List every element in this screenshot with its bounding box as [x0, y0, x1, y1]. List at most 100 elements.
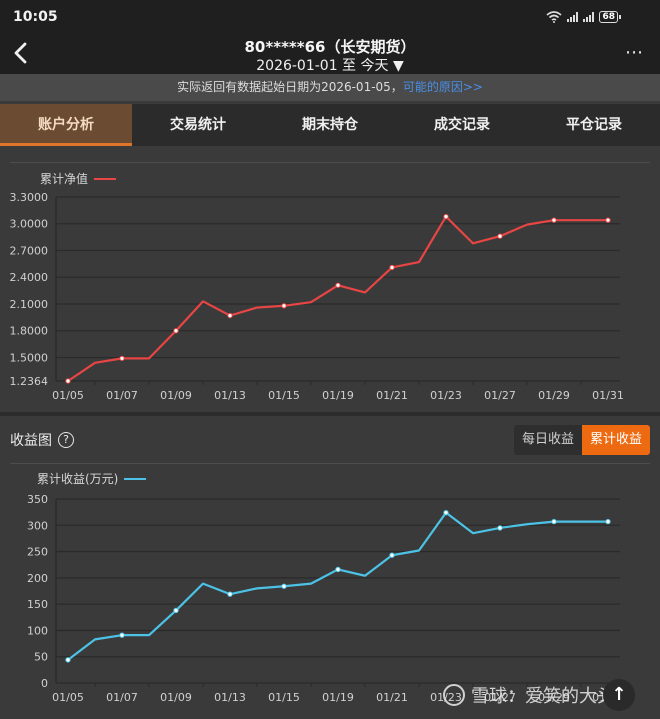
y-tick-label: 350 — [27, 493, 48, 506]
y-tick-label: 1.5000 — [10, 351, 49, 364]
chevron-left-icon — [14, 42, 27, 64]
tab-close-records[interactable]: 平仓记录 — [566, 117, 622, 133]
back-button[interactable] — [8, 38, 34, 68]
page-title: 80*****66（长安期货） — [244, 38, 416, 56]
x-tick-label: 01/13 — [214, 691, 246, 704]
tab-account-analysis[interactable]: 账户分析 — [0, 104, 132, 146]
tab-bar: 账户分析 交易统计 期末持仓 成交记录 平仓记录 — [0, 104, 660, 146]
x-tick-label: 01/09 — [160, 691, 192, 704]
help-icon[interactable]: ? — [58, 432, 74, 448]
data-point[interactable] — [497, 233, 503, 239]
y-tick-label: 2.4000 — [10, 271, 49, 284]
x-tick-label: 01/05 — [52, 389, 84, 402]
divider — [10, 463, 650, 464]
status-time: 10:05 — [13, 9, 58, 25]
xueqiu-logo-icon — [443, 684, 465, 706]
section-divider — [0, 412, 660, 416]
data-point[interactable] — [227, 591, 233, 597]
y-tick-label: 300 — [27, 519, 48, 532]
y-tick-label: 0 — [41, 677, 48, 690]
legend-swatch-blue — [124, 477, 147, 480]
cumulative-profit-button[interactable]: 累计收益 — [581, 425, 650, 455]
y-tick-label: 200 — [27, 572, 48, 585]
y-tick-label: 50 — [34, 651, 48, 664]
y-tick-label: 3.3000 — [10, 191, 49, 204]
profit-chart-legend: 累计收益(万元) — [37, 470, 147, 487]
x-tick-label: 01/15 — [268, 389, 300, 402]
status-icons: 68 — [546, 11, 621, 23]
nav-line-chart: 3.3000 3.0000 2.7000 2.4000 2.1000 1.8000 1.50… — [10, 191, 624, 402]
x-tick-label: 01/29 — [538, 691, 570, 704]
status-bar: 10:05 68 — [0, 0, 660, 36]
data-point[interactable] — [173, 607, 179, 614]
series-line — [67, 215, 608, 382]
x-tick-label: 01/21 — [376, 691, 408, 704]
data-point[interactable] — [605, 217, 611, 223]
x-tick-label: 01/05 — [52, 691, 84, 704]
profit-chart-title: 收益图 ? — [10, 430, 74, 450]
date-range-selector[interactable]: 2026-01-01 至 今天 ▼ — [256, 58, 404, 74]
x-tick-label: 01/27 — [484, 691, 516, 704]
data-point[interactable] — [497, 525, 503, 531]
tab-end-positions[interactable]: 期末持仓 — [302, 117, 358, 133]
legend-label: 累计收益(万元) — [37, 472, 119, 486]
data-point[interactable] — [335, 282, 341, 288]
y-tick-label: 100 — [27, 624, 48, 637]
y-tick-label: 1.2364 — [10, 375, 49, 388]
data-point[interactable] — [389, 552, 395, 558]
data-point[interactable] — [443, 213, 449, 220]
x-tick-label: 01/21 — [376, 389, 408, 402]
notice-text: 实际返回有数据起始日期为2026-01-05， — [177, 80, 403, 94]
app-header: 80*****66（长安期货） 2026-01-01 至 今天 ▼ ⋯ — [0, 36, 660, 74]
data-point[interactable] — [389, 264, 395, 271]
data-point[interactable] — [551, 518, 557, 525]
series-line — [67, 511, 608, 661]
x-tick-label: 01/23 — [430, 389, 462, 402]
x-tick-label: 01/29 — [538, 389, 570, 402]
data-point[interactable] — [65, 657, 71, 663]
profit-mode-toggle: 每日收益 累计收益 — [513, 425, 650, 455]
data-point[interactable] — [551, 217, 557, 223]
x-tick-label: 01/27 — [484, 389, 516, 402]
daily-profit-button[interactable]: 每日收益 — [513, 425, 582, 455]
nav-chart-legend: 累计净值 — [40, 170, 117, 187]
y-tick-label: 3.0000 — [10, 218, 49, 231]
tab-trade-statistics[interactable]: 交易统计 — [170, 117, 226, 133]
x-tick-label: 01/19 — [322, 691, 354, 704]
data-point[interactable] — [281, 583, 287, 589]
y-tick-label: 1.8000 — [10, 325, 49, 338]
x-tick-label: 01/15 — [268, 691, 300, 704]
data-start-notice: 实际返回有数据起始日期为2026-01-05，可能的原因>> — [0, 74, 660, 101]
data-point[interactable] — [605, 518, 611, 525]
legend-swatch-red — [94, 177, 117, 180]
data-point[interactable] — [173, 328, 179, 334]
battery-icon: 68 — [599, 11, 621, 23]
y-tick-label: 2.1000 — [10, 298, 49, 311]
y-tick-label: 2.7000 — [10, 244, 49, 257]
x-tick-label: 01/19 — [322, 389, 354, 402]
possible-reason-link[interactable]: 可能的原因>> — [402, 80, 483, 94]
y-tick-label: 150 — [27, 598, 48, 611]
profit-line-chart: 350 300 250 200 150 100 50 0 01/05 01/07 01/09 01/1… — [27, 493, 624, 704]
data-point[interactable] — [443, 509, 449, 516]
watermark: 雪球：爱笑的大头哥 — [443, 682, 633, 708]
data-point[interactable] — [119, 355, 125, 362]
tab-trade-records[interactable]: 成交记录 — [434, 117, 490, 133]
data-point[interactable] — [335, 566, 341, 573]
x-tick-label: 01/13 — [214, 389, 246, 402]
data-point[interactable] — [65, 378, 71, 384]
watermark-text: 雪球：爱笑的大头哥 — [471, 686, 633, 707]
scroll-top-button[interactable]: ↑ — [603, 679, 635, 711]
signal-icon-2 — [583, 12, 595, 22]
profit-title-text: 收益图 — [10, 433, 52, 449]
y-tick-label: 250 — [27, 546, 48, 559]
data-point[interactable] — [119, 632, 125, 638]
x-tick-label: 01/31 — [592, 389, 624, 402]
data-point[interactable] — [227, 312, 233, 319]
signal-icon — [567, 12, 579, 22]
legend-label: 累计净值 — [40, 172, 89, 186]
x-tick-label: 01/07 — [106, 691, 138, 704]
data-point[interactable] — [281, 303, 287, 309]
more-options-icon[interactable]: ⋯ — [625, 42, 644, 63]
x-tick-label: 01/09 — [160, 389, 192, 402]
